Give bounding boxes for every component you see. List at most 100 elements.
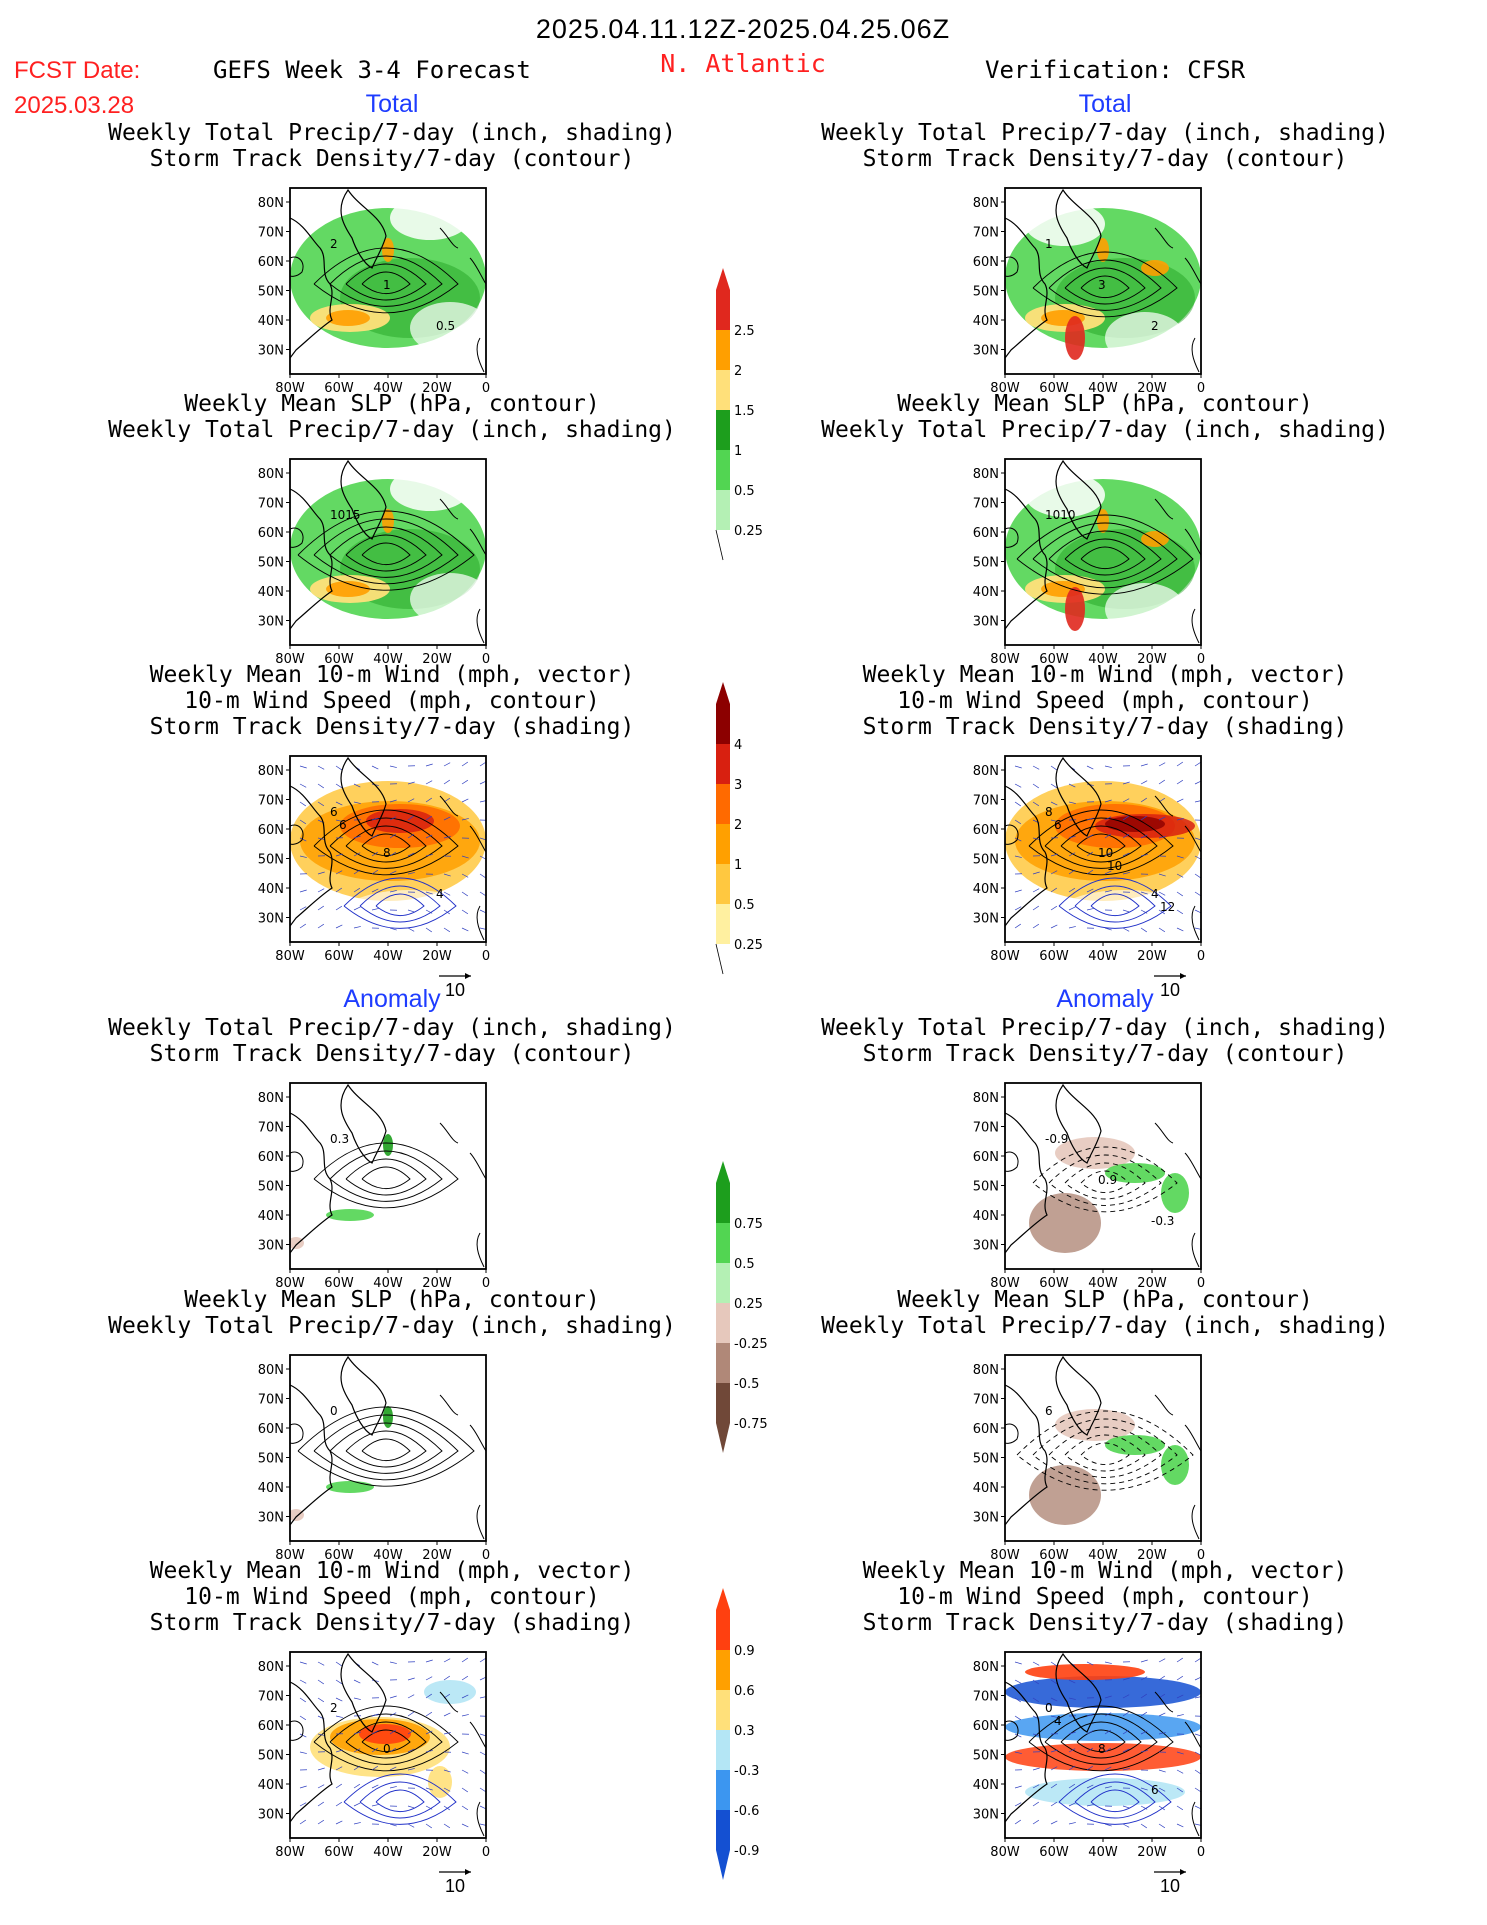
panel-title-line: Storm Track Density/7-day (shading)	[150, 1610, 635, 1636]
wind-vector	[1122, 781, 1130, 785]
lat-label: 70N	[258, 497, 284, 512]
lat-label: 60N	[258, 1719, 284, 1734]
panel-title-line: Weekly Total Precip/7-day (inch, shading…	[821, 1313, 1389, 1339]
greenland-coastline	[1055, 188, 1102, 269]
wind-vector	[1086, 869, 1094, 875]
lat-label: 60N	[258, 526, 284, 541]
wind-vector	[1194, 1657, 1201, 1663]
greenland-coastline	[340, 1355, 387, 1436]
wind-vector	[1176, 1694, 1184, 1699]
contour-line	[359, 1781, 441, 1819]
lon-label: 60W	[324, 949, 354, 964]
wind-vector	[1014, 819, 1022, 825]
wind-vector	[335, 887, 343, 893]
europe-coastline	[439, 795, 486, 853]
wind-vector	[1140, 1805, 1148, 1810]
wind-vector	[299, 765, 307, 769]
wind-vector	[407, 1823, 415, 1828]
panel-title-line: Storm Track Density/7-day (contour)	[150, 1041, 635, 1067]
lat-label: 80N	[258, 467, 284, 482]
contour-line	[1028, 809, 1174, 876]
wind-vector	[335, 905, 343, 911]
colorbar-top-arrow	[716, 1588, 730, 1610]
contour-line	[1074, 1781, 1156, 1819]
colorbar-segment	[716, 704, 730, 744]
wind-vector	[425, 854, 433, 857]
wind-vector	[389, 1786, 397, 1789]
panel-title-line: Storm Track Density/7-day (contour)	[863, 146, 1348, 172]
wind-vector	[1068, 835, 1076, 839]
wind-vector	[425, 815, 433, 821]
wind-vector	[461, 1694, 469, 1699]
lon-label: 0	[1197, 652, 1205, 667]
wind-vector	[461, 1787, 469, 1793]
map-panel-right-wind_track-anomaly: Weekly Mean 10-m Wind (mph, vector)10-m …	[863, 1558, 1348, 1896]
wind-vector	[1050, 1749, 1058, 1753]
wind-vector	[353, 852, 361, 857]
wind-vector	[407, 1768, 415, 1771]
wind-vector	[443, 779, 451, 785]
colorbar-segment	[716, 1730, 730, 1770]
colorbar-label: 0.9	[734, 1644, 755, 1659]
contour-line	[1032, 522, 1178, 589]
reference-vector-label: 10	[1160, 1876, 1180, 1896]
wind-vector	[1158, 891, 1166, 896]
wind-vector	[1194, 1787, 1201, 1793]
wind-vector	[299, 1733, 307, 1738]
lon-label: 0	[482, 1845, 490, 1860]
wind-vector	[353, 1822, 361, 1825]
lat-label: 60N	[258, 1422, 284, 1437]
wind-vector	[1068, 1679, 1076, 1684]
hudson-coastline	[1005, 824, 1019, 845]
precip-shading	[1141, 260, 1169, 276]
lon-label: 40W	[1088, 1845, 1118, 1860]
hudson-coastline	[290, 1423, 304, 1444]
contour-label: 4	[436, 887, 444, 901]
wind-vector	[335, 1749, 343, 1753]
wind-vector	[1050, 924, 1058, 929]
wind-vector	[299, 783, 307, 788]
lat-label: 30N	[973, 912, 999, 927]
colorbar-label: 0.5	[734, 1257, 755, 1272]
greenland-coastline	[1055, 1355, 1102, 1436]
wind-vector	[317, 1733, 325, 1736]
precip-anomaly-shading	[1029, 1465, 1101, 1525]
panel-title-line: Weekly Total Precip/7-day (inch, shading…	[821, 1015, 1389, 1041]
lat-label: 50N	[973, 1452, 999, 1467]
wind-vector	[443, 891, 451, 896]
lon-label: 40W	[373, 1548, 403, 1563]
wind-vector	[425, 1823, 433, 1829]
wind-vector	[461, 873, 469, 878]
wind-vector	[1194, 891, 1201, 897]
wind-vector	[1032, 871, 1040, 875]
wind-vector	[443, 1787, 451, 1792]
wind-vector	[299, 819, 307, 825]
precip-anomaly-shading	[1105, 1435, 1165, 1455]
colorbar-segment	[716, 1770, 730, 1810]
wind-vector	[1068, 1783, 1076, 1789]
dry-region	[410, 302, 486, 354]
lat-label: 70N	[973, 1393, 999, 1408]
wind-vector	[407, 781, 415, 785]
wind-vector	[1032, 765, 1040, 770]
wind-vector	[1140, 1676, 1148, 1681]
wind-vector	[461, 1751, 469, 1755]
wind-vector	[1158, 816, 1166, 821]
wind-vector	[389, 1661, 397, 1664]
track-anomaly-shading	[428, 1766, 452, 1798]
panel-title-line: Storm Track Density/7-day (contour)	[150, 146, 635, 172]
lat-label: 40N	[258, 1778, 284, 1793]
wind-vector	[353, 887, 361, 893]
wind-vector	[1140, 1693, 1148, 1699]
colorbar-segment	[716, 1810, 730, 1850]
lat-label: 70N	[258, 1690, 284, 1705]
wind-vector	[407, 1677, 415, 1681]
wind-vector	[353, 1697, 361, 1700]
wind-vector	[335, 1697, 343, 1702]
contour-line	[1090, 893, 1140, 917]
wind-vector	[1014, 765, 1022, 769]
wind-vector	[353, 1679, 361, 1684]
wind-vector	[299, 906, 307, 911]
wind-vector	[443, 1805, 451, 1811]
lat-label: 40N	[973, 1209, 999, 1224]
